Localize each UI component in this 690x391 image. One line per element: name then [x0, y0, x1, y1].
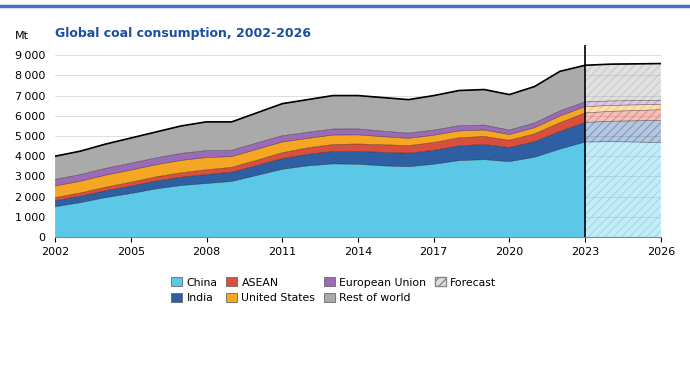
Y-axis label: Mt: Mt — [14, 31, 29, 41]
Text: Global coal consumption, 2002-2026: Global coal consumption, 2002-2026 — [55, 27, 311, 40]
Legend: China, India, ASEAN, United States, European Union, Rest of world, Forecast: China, India, ASEAN, United States, Euro… — [167, 273, 500, 308]
